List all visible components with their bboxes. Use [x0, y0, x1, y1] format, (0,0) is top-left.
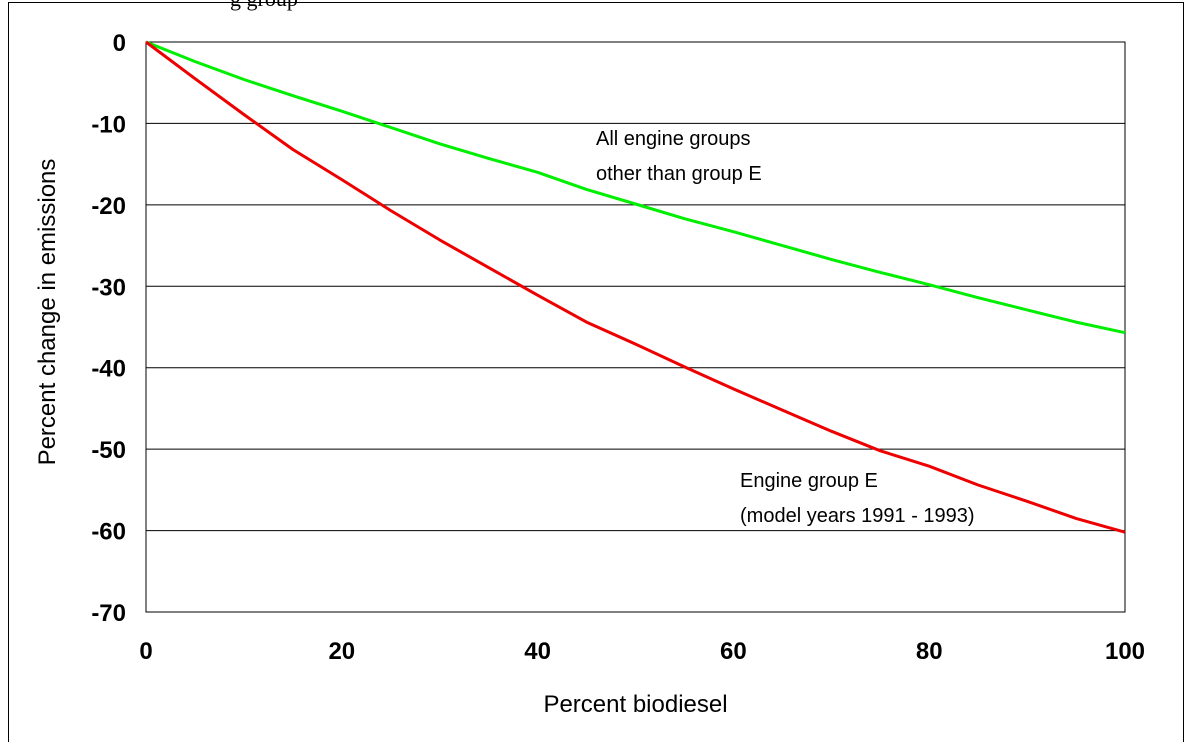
y-tick-label: 0	[113, 30, 126, 57]
plot-area	[145, 40, 1126, 613]
y-tick-label: -20	[91, 193, 126, 220]
y-axis-label: Percent change in emissions	[34, 159, 61, 466]
series-group	[145, 40, 1126, 534]
x-tick-label: 80	[916, 638, 943, 665]
annotation-group-e-line-1: Engine group E	[740, 470, 878, 492]
y-tick-label: -50	[91, 437, 126, 464]
y-tick-label: -60	[91, 519, 126, 546]
x-tick-label: 100	[1105, 638, 1145, 665]
chart-title-partial: g group	[230, 0, 830, 12]
annotation-other-groups-line-2: other than group E	[596, 163, 762, 185]
annotation-other-groups-line-1: All engine groups	[596, 128, 751, 150]
y-tick-label: -40	[91, 356, 126, 383]
y-tick-label: -70	[91, 600, 126, 627]
y-tick-label: -30	[91, 274, 126, 301]
series-line-group-e	[145, 40, 1126, 534]
annotation-other-groups: All engine groups other than group E	[596, 128, 762, 185]
x-tick-labels: 0 20 40 60 80 100	[139, 638, 1145, 665]
plot-border	[145, 41, 1126, 613]
x-tick-label: 40	[524, 638, 551, 665]
series-line-other-groups	[145, 40, 1126, 335]
x-axis-label: Percent biodiesel	[543, 691, 727, 718]
y-tick-labels: 0 -10 -20 -30 -40 -50 -60 -70	[91, 30, 126, 627]
x-tick-label: 20	[328, 638, 355, 665]
y-tick-label: -10	[91, 111, 126, 138]
x-tick-label: 0	[139, 638, 152, 665]
annotation-group-e: Engine group E (model years 1991 - 1993)	[740, 470, 975, 527]
chart-frame	[8, 2, 1184, 742]
x-tick-label: 60	[720, 638, 747, 665]
annotation-group-e-line-2: (model years 1991 - 1993)	[740, 505, 975, 527]
